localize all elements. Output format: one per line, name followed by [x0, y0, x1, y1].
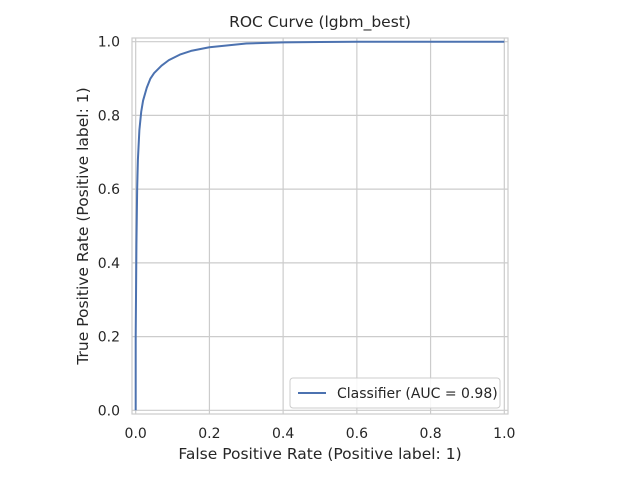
plot-frame — [131, 37, 509, 415]
x-tick-label: 0.0 — [125, 426, 147, 442]
y-tick-label: 1.0 — [98, 35, 120, 51]
x-tick-label: 0.2 — [198, 426, 220, 442]
x-tick-label: 0.6 — [346, 426, 368, 442]
x-axis-label: False Positive Rate (Positive label: 1) — [178, 445, 461, 463]
y-tick-label: 0.6 — [98, 182, 120, 198]
x-tick-label: 0.4 — [272, 426, 294, 442]
x-tick-label: 0.8 — [419, 426, 441, 442]
legend: Classifier (AUC = 0.98) — [289, 377, 501, 409]
roc-curve-line — [134, 40, 505, 411]
y-tick-label: 0.8 — [98, 108, 120, 124]
y-tick-label: 0.2 — [98, 330, 120, 346]
x-tick-label: 1.0 — [493, 426, 515, 442]
y-tick-label: 0.0 — [98, 403, 120, 419]
grid-layer — [132, 38, 508, 414]
legend-box — [289, 377, 501, 409]
series-layer — [134, 40, 505, 411]
y-axis-label: True Positive Rate (Positive label: 1) — [74, 87, 92, 365]
tick-layer: 0.0 0.2 0.4 0.6 0.8 1.0 0.0 0.2 0.4 0.6 0.8 1.0 — [98, 35, 516, 442]
chart-title: ROC Curve (lgbm_best) — [229, 13, 411, 32]
y-tick-label: 0.4 — [98, 256, 120, 272]
legend-label: Classifier (AUC = 0.98) — [337, 386, 498, 402]
